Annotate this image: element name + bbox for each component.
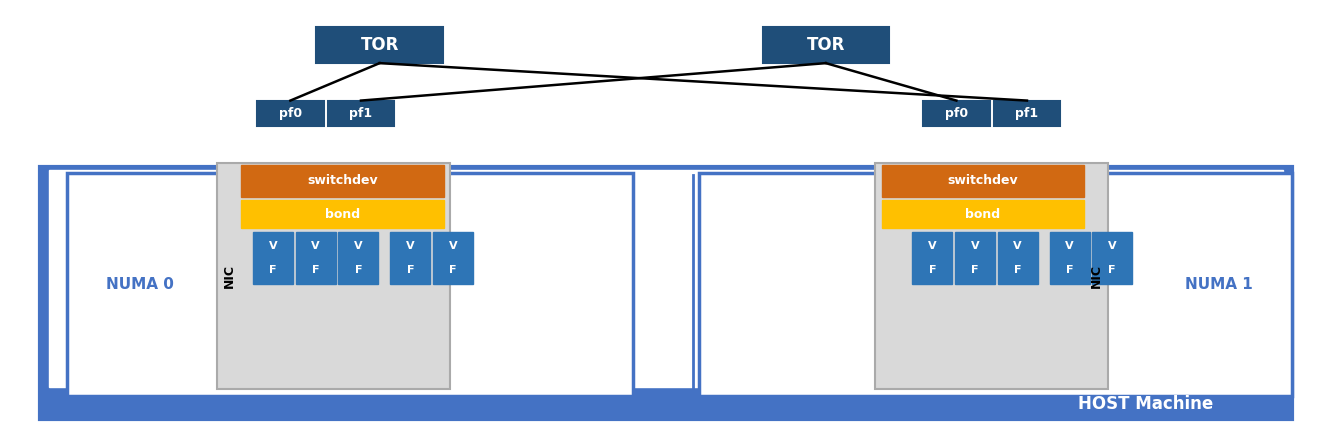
FancyBboxPatch shape <box>699 173 1292 396</box>
FancyBboxPatch shape <box>296 232 336 284</box>
FancyBboxPatch shape <box>257 101 324 126</box>
Text: switchdev: switchdev <box>306 174 378 187</box>
Text: bond: bond <box>325 208 360 221</box>
Text: F: F <box>269 265 277 275</box>
Text: F: F <box>928 265 936 275</box>
FancyBboxPatch shape <box>49 170 1283 387</box>
FancyBboxPatch shape <box>338 232 378 284</box>
Text: F: F <box>1066 265 1074 275</box>
Text: F: F <box>406 265 414 275</box>
Text: V: V <box>406 241 414 251</box>
Text: pf0: pf0 <box>944 107 968 120</box>
Text: bond: bond <box>966 208 1000 221</box>
Text: V: V <box>354 241 362 251</box>
Text: NIC: NIC <box>1090 264 1103 288</box>
FancyBboxPatch shape <box>433 232 473 284</box>
Text: F: F <box>354 265 362 275</box>
Text: V: V <box>1014 241 1022 251</box>
FancyBboxPatch shape <box>955 232 995 284</box>
Text: F: F <box>971 265 979 275</box>
FancyBboxPatch shape <box>994 101 1060 126</box>
FancyBboxPatch shape <box>241 200 444 228</box>
FancyBboxPatch shape <box>390 232 430 284</box>
Text: NUMA 1: NUMA 1 <box>1185 277 1252 292</box>
FancyBboxPatch shape <box>875 163 1108 389</box>
Text: V: V <box>971 241 979 251</box>
FancyBboxPatch shape <box>912 232 952 284</box>
Text: F: F <box>449 265 457 275</box>
Text: F: F <box>1108 265 1116 275</box>
Text: NUMA 0: NUMA 0 <box>107 277 173 292</box>
FancyBboxPatch shape <box>40 167 1292 419</box>
Text: pf1: pf1 <box>349 107 373 120</box>
FancyBboxPatch shape <box>998 232 1038 284</box>
FancyBboxPatch shape <box>923 101 990 126</box>
Text: HOST Machine: HOST Machine <box>1078 395 1213 413</box>
Text: TOR: TOR <box>807 36 844 54</box>
Text: pf1: pf1 <box>1015 107 1039 120</box>
FancyBboxPatch shape <box>882 200 1084 228</box>
FancyBboxPatch shape <box>253 232 293 284</box>
Text: V: V <box>449 241 457 251</box>
FancyBboxPatch shape <box>316 27 442 63</box>
FancyBboxPatch shape <box>1092 232 1132 284</box>
Text: V: V <box>928 241 936 251</box>
FancyBboxPatch shape <box>1050 232 1090 284</box>
FancyBboxPatch shape <box>67 173 633 396</box>
FancyBboxPatch shape <box>217 163 450 389</box>
Text: F: F <box>312 265 320 275</box>
FancyBboxPatch shape <box>882 165 1084 197</box>
Text: V: V <box>1108 241 1116 251</box>
Text: NIC: NIC <box>222 264 236 288</box>
Text: switchdev: switchdev <box>947 174 1019 187</box>
Text: V: V <box>1066 241 1074 251</box>
Text: V: V <box>312 241 320 251</box>
FancyBboxPatch shape <box>328 101 394 126</box>
Text: V: V <box>269 241 277 251</box>
FancyBboxPatch shape <box>762 27 890 63</box>
Text: pf0: pf0 <box>278 107 302 120</box>
Text: TOR: TOR <box>361 36 398 54</box>
FancyBboxPatch shape <box>241 165 444 197</box>
Text: F: F <box>1014 265 1022 275</box>
